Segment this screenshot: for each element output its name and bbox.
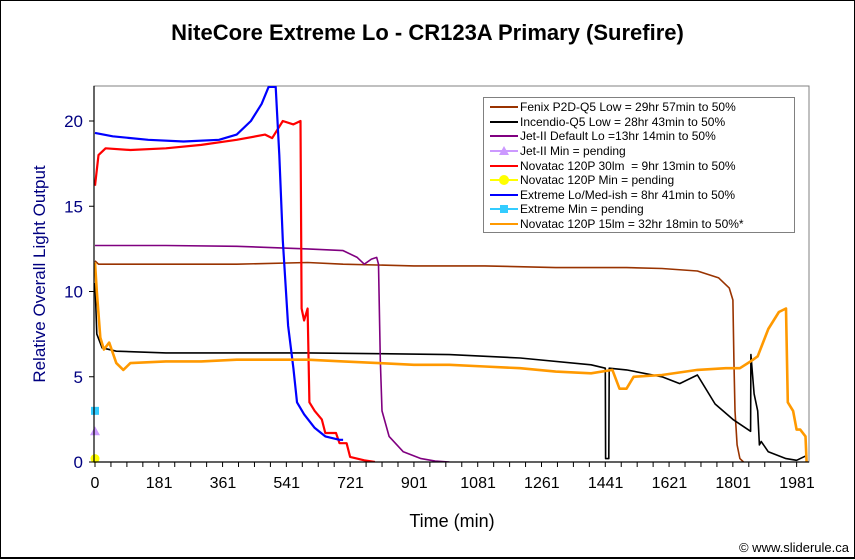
- legend: Fenix P2D-Q5 Low = 29hr 57min to 50% Ince…: [483, 97, 795, 233]
- legend-entry: Incendio-Q5 Low = 28hr 43min to 50%: [490, 115, 794, 130]
- y-tick-label: 15: [64, 197, 83, 216]
- x-tick-label: 1981: [779, 475, 815, 492]
- legend-swatch: [490, 161, 518, 171]
- x-tick-label: 901: [401, 475, 428, 492]
- axis-layer: 0 181 361 541 721 901 1081 1261 1441 1621 1801 1981…: [64, 86, 815, 492]
- legend-entry: Novatac 120P 30lm = 9hr 13min to 50%: [490, 158, 794, 173]
- legend-swatch: [490, 175, 518, 186]
- legend-entry: Extreme Min = pending: [490, 202, 794, 217]
- series-8-line: [94, 262, 808, 462]
- legend-entry: Novatac 120P 15lm = 32hr 18min to 50%*: [490, 217, 794, 232]
- legend-label: Extreme Min = pending: [520, 202, 644, 217]
- legend-label: Novatac 120P 15lm = 32hr 18min to 50%*: [520, 217, 744, 232]
- legend-label: Incendio-Q5 Low = 28hr 43min to 50%: [520, 114, 726, 129]
- series-0-line: [94, 260, 745, 462]
- x-tick-label: 1441: [588, 475, 624, 492]
- x-axis-label: Time (min): [409, 511, 494, 531]
- credit-text: © www.sliderule.ca: [738, 540, 849, 555]
- x-tick-label: 721: [337, 475, 364, 492]
- legend-entry: Jet-II Default Lo =13hr 14min to 50%: [490, 129, 794, 144]
- x-tick-label: 181: [146, 475, 173, 492]
- chart-title: NiteCore Extreme Lo - CR123A Primary (Su…: [171, 20, 684, 45]
- x-tick-label: 1081: [460, 475, 496, 492]
- legend-entry: Fenix P2D-Q5 Low = 29hr 57min to 50%: [490, 100, 794, 115]
- series-7-point: [91, 406, 99, 415]
- series-5-point: [90, 454, 100, 464]
- series-4-line: [94, 119, 376, 462]
- legend-entry: Jet-II Min = pending: [490, 144, 794, 159]
- x-tick-label: 1801: [715, 475, 751, 492]
- legend-swatch: [490, 190, 518, 200]
- legend-entry: Novatac 120P Min = pending: [490, 173, 794, 188]
- y-tick-label: 0: [74, 453, 83, 472]
- legend-label: Jet-II Min = pending: [520, 144, 626, 159]
- legend-swatch: [490, 131, 518, 141]
- legend-swatch: [490, 102, 518, 112]
- x-tick-label: 0: [91, 475, 100, 492]
- legend-label: Novatac 120P 30lm = 9hr 13min to 50%: [520, 158, 736, 173]
- legend-label: Jet-II Default Lo =13hr 14min to 50%: [520, 129, 716, 144]
- series-layer: [90, 86, 808, 464]
- legend-entry: Extreme Lo/Med-ish = 8hr 41min to 50%: [490, 188, 794, 203]
- x-tick-label: 541: [273, 475, 300, 492]
- y-tick-label: 20: [64, 112, 83, 131]
- legend-swatch: [490, 117, 518, 127]
- legend-label: Extreme Lo/Med-ish = 8hr 41min to 50%: [520, 187, 736, 202]
- legend-swatch: [490, 146, 518, 156]
- x-tick-label: 361: [210, 475, 237, 492]
- series-1-line: [94, 282, 808, 462]
- series-3-point: [90, 426, 100, 436]
- x-tick-label: 1621: [652, 475, 688, 492]
- legend-swatch: [490, 219, 518, 229]
- y-tick-label: 5: [74, 368, 83, 387]
- y-axis-label: Relative Overall Light Output: [30, 165, 49, 383]
- series-6-line: [94, 86, 344, 441]
- legend-label: Novatac 120P Min = pending: [520, 173, 675, 188]
- legend-swatch: [490, 204, 518, 214]
- x-tick-label: 1261: [524, 475, 560, 492]
- y-tick-label: 10: [64, 283, 83, 302]
- legend-label: Fenix P2D-Q5 Low = 29hr 57min to 50%: [520, 100, 736, 115]
